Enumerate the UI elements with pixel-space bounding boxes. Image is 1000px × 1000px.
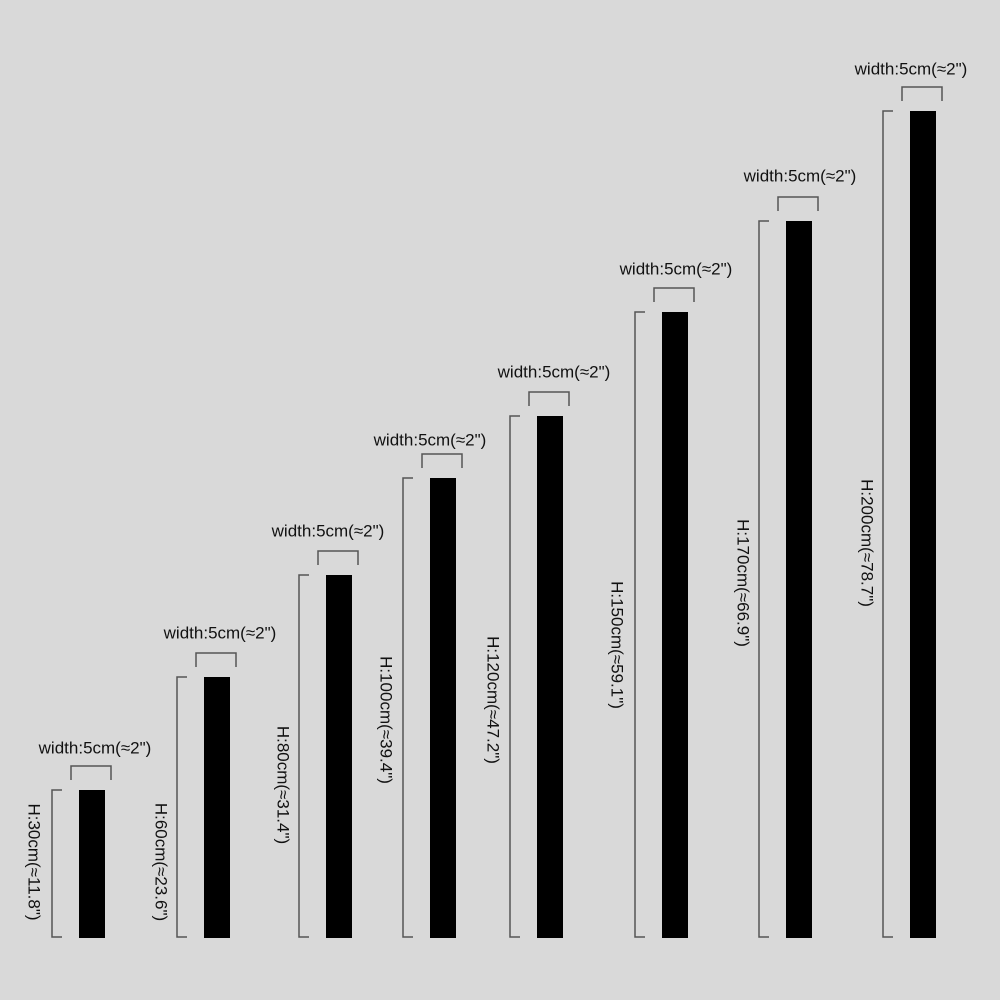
height-label: H:200cm(≈78.7") bbox=[858, 479, 877, 607]
rod bbox=[786, 221, 812, 938]
height-bracket bbox=[509, 415, 520, 938]
width-label: width:5cm(≈2") bbox=[271, 521, 385, 540]
height-label: H:80cm(≈31.4") bbox=[274, 726, 293, 844]
height-bracket bbox=[402, 477, 413, 938]
width-bracket bbox=[421, 453, 463, 468]
rod bbox=[79, 790, 105, 938]
height-label: H:60cm(≈23.6") bbox=[152, 803, 171, 921]
height-bracket bbox=[51, 789, 62, 938]
width-bracket bbox=[777, 196, 819, 211]
rod bbox=[204, 677, 230, 938]
height-bracket bbox=[634, 311, 645, 938]
width-label: width:5cm(≈2") bbox=[163, 623, 277, 642]
width-label: width:5cm(≈2") bbox=[373, 430, 487, 449]
width-bracket bbox=[653, 287, 695, 302]
height-label: H:100cm(≈39.4") bbox=[377, 656, 396, 784]
width-label: width:5cm(≈2") bbox=[854, 59, 968, 78]
width-bracket bbox=[528, 391, 570, 406]
height-bracket bbox=[298, 574, 309, 938]
width-bracket bbox=[317, 550, 359, 565]
rod bbox=[430, 478, 456, 938]
width-bracket bbox=[195, 652, 237, 667]
height-bracket bbox=[176, 676, 187, 938]
height-label: H:30cm(≈11.8") bbox=[25, 803, 44, 920]
width-label: width:5cm(≈2") bbox=[497, 362, 611, 381]
height-label: H:150cm(≈59.1") bbox=[608, 581, 627, 709]
rod bbox=[910, 111, 936, 938]
width-label: width:5cm(≈2") bbox=[619, 259, 733, 278]
rod bbox=[326, 575, 352, 938]
width-bracket bbox=[70, 765, 112, 780]
width-label: width:5cm(≈2") bbox=[743, 166, 857, 185]
height-label: H:170cm(≈66.9") bbox=[734, 519, 753, 647]
rod bbox=[662, 312, 688, 938]
width-bracket bbox=[901, 86, 943, 101]
height-label: H:120cm(≈47.2") bbox=[484, 636, 503, 764]
rod bbox=[537, 416, 563, 938]
height-bracket bbox=[758, 220, 769, 938]
height-bracket bbox=[882, 110, 893, 938]
width-label: width:5cm(≈2") bbox=[38, 738, 152, 757]
